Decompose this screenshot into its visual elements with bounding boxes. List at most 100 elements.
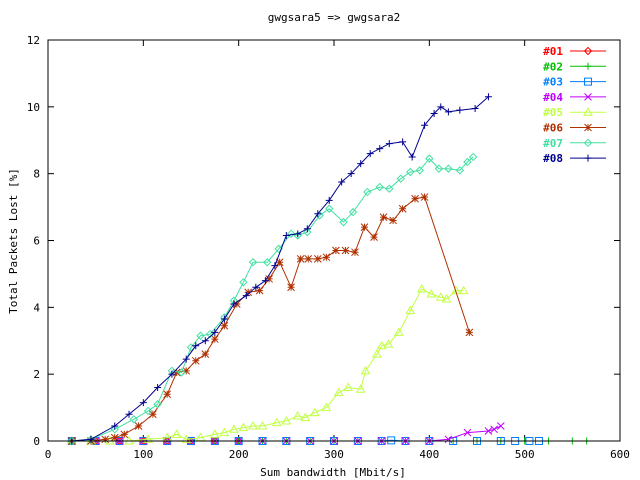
data-point-07 bbox=[425, 154, 434, 163]
data-point-07 bbox=[363, 187, 372, 197]
data-point-04 bbox=[444, 435, 453, 444]
data-point-05 bbox=[441, 293, 452, 303]
data-point-07 bbox=[196, 331, 205, 340]
series-line-07 bbox=[71, 156, 474, 442]
data-point-08 bbox=[182, 355, 190, 363]
x-tick-label: 300 bbox=[324, 448, 344, 461]
data-point-06 bbox=[101, 435, 110, 444]
legend-label: #04 bbox=[543, 91, 563, 104]
data-point-05 bbox=[321, 402, 332, 412]
plot-series bbox=[66, 93, 591, 446]
y-tick-label: 6 bbox=[33, 235, 40, 248]
legend-label: #07 bbox=[543, 137, 563, 150]
data-point-06 bbox=[351, 248, 359, 257]
data-point-08 bbox=[111, 422, 119, 430]
data-point-03 bbox=[377, 437, 386, 445]
data-point-07 bbox=[434, 164, 444, 173]
data-point-05 bbox=[393, 327, 404, 336]
data-point-06 bbox=[287, 283, 295, 292]
data-point-08 bbox=[437, 103, 445, 111]
data-point-08 bbox=[385, 140, 393, 148]
data-point-08 bbox=[211, 328, 219, 336]
y-tick-label: 12 bbox=[27, 34, 40, 47]
data-point-08 bbox=[154, 384, 162, 392]
legend-item-07: #07 bbox=[543, 137, 606, 150]
series-08 bbox=[68, 93, 492, 445]
data-point-08 bbox=[87, 435, 95, 443]
x-tick-label: 500 bbox=[515, 448, 535, 461]
legend-item-08: #08 bbox=[543, 152, 606, 165]
data-point-05 bbox=[171, 429, 182, 438]
legend: #01 #02 #03 #04 #05 #06 #07 #08 bbox=[543, 45, 606, 165]
y-tick-label: 0 bbox=[33, 435, 40, 448]
data-point-05 bbox=[435, 292, 446, 301]
series-06 bbox=[67, 193, 474, 445]
data-point-07 bbox=[415, 166, 425, 175]
data-point-06 bbox=[296, 255, 305, 263]
data-point-08 bbox=[338, 178, 346, 186]
legend-item-01: #01 bbox=[543, 45, 606, 58]
data-point-05 bbox=[372, 349, 382, 358]
data-point-07 bbox=[239, 278, 248, 287]
data-point-05 bbox=[209, 429, 220, 438]
data-point-08 bbox=[347, 170, 355, 178]
legend-marker bbox=[584, 154, 592, 162]
data-point-08 bbox=[314, 210, 322, 218]
legend-marker bbox=[583, 107, 593, 116]
data-point-07 bbox=[455, 166, 465, 175]
x-tick-label: 0 bbox=[45, 448, 52, 461]
data-point-06 bbox=[220, 321, 229, 330]
data-point-06 bbox=[210, 335, 219, 343]
legend-marker bbox=[584, 123, 592, 132]
data-point-05 bbox=[376, 340, 387, 350]
plot-frame bbox=[47, 39, 621, 442]
data-point-08 bbox=[357, 160, 365, 168]
axis-ticks: 0 100 200 300 400 500 600 0 2 4 6 8 10 12 bbox=[27, 34, 630, 461]
data-point-06 bbox=[163, 390, 172, 399]
x-tick-label: 200 bbox=[229, 448, 249, 461]
data-point-05 bbox=[271, 417, 282, 427]
data-point-04 bbox=[490, 425, 499, 434]
data-point-08 bbox=[471, 105, 479, 113]
data-point-06 bbox=[149, 410, 157, 419]
data-point-08 bbox=[220, 315, 228, 323]
data-point-07 bbox=[143, 406, 153, 416]
data-point-08 bbox=[421, 121, 429, 129]
data-point-05 bbox=[238, 422, 249, 432]
data-point-06 bbox=[110, 433, 119, 442]
data-point-05 bbox=[292, 410, 303, 420]
x-tick-label: 100 bbox=[133, 448, 153, 461]
data-point-05 bbox=[360, 365, 371, 375]
data-point-05 bbox=[343, 382, 354, 392]
data-point-05 bbox=[248, 420, 258, 430]
series-line-08 bbox=[71, 96, 489, 442]
data-point-07 bbox=[468, 152, 478, 162]
data-point-07 bbox=[325, 204, 334, 213]
data-point-07 bbox=[248, 258, 258, 267]
data-point-08 bbox=[444, 108, 452, 116]
chart-title: gwgsara5 => gwgsara2 bbox=[268, 11, 400, 24]
series-line-06 bbox=[71, 196, 470, 442]
data-point-08 bbox=[252, 283, 260, 291]
data-point-08 bbox=[484, 93, 492, 101]
data-point-08 bbox=[366, 150, 374, 158]
legend-label: #02 bbox=[543, 60, 563, 73]
legend-label: #08 bbox=[543, 152, 563, 165]
data-point-06 bbox=[398, 204, 407, 213]
data-point-08 bbox=[139, 399, 147, 407]
data-point-08 bbox=[192, 342, 200, 350]
data-point-05 bbox=[281, 415, 292, 425]
y-tick-label: 10 bbox=[27, 101, 40, 114]
data-point-08 bbox=[125, 410, 133, 418]
data-point-08 bbox=[271, 262, 279, 270]
data-point-06 bbox=[244, 288, 253, 297]
data-point-06 bbox=[332, 246, 340, 255]
data-point-08 bbox=[325, 196, 333, 204]
data-point-07 bbox=[375, 182, 384, 192]
data-point-03 bbox=[234, 437, 243, 445]
data-point-08 bbox=[376, 145, 384, 153]
data-point-05 bbox=[143, 434, 153, 443]
data-point-06 bbox=[313, 255, 322, 263]
data-point-07 bbox=[348, 207, 358, 217]
data-point-08 bbox=[201, 337, 209, 345]
